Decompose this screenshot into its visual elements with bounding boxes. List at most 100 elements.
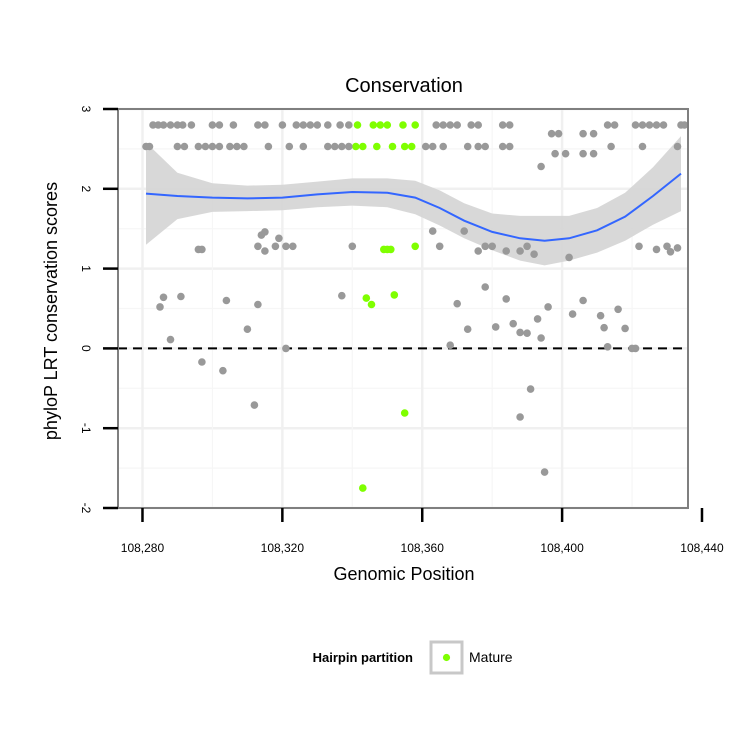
data-point-other bbox=[254, 121, 262, 129]
data-point-other bbox=[166, 121, 175, 129]
data-point-other bbox=[498, 142, 507, 151]
data-point-other bbox=[289, 242, 297, 251]
data-point-other bbox=[338, 291, 346, 300]
data-point-other bbox=[547, 129, 556, 138]
data-point-other bbox=[638, 121, 647, 129]
data-point-other bbox=[446, 341, 455, 350]
data-point-other bbox=[278, 121, 287, 129]
data-point-other bbox=[250, 401, 259, 409]
data-point-mature bbox=[388, 142, 397, 151]
data-point-other bbox=[159, 121, 168, 129]
data-point-other bbox=[523, 329, 531, 338]
data-point-other bbox=[631, 121, 640, 129]
data-point-other bbox=[502, 295, 511, 303]
data-point-mature bbox=[400, 409, 409, 417]
data-point-other bbox=[673, 244, 682, 252]
y-tick-label: 3 bbox=[79, 106, 93, 113]
data-point-other bbox=[331, 142, 339, 151]
data-point-other bbox=[498, 121, 507, 129]
data-point-other bbox=[516, 413, 524, 421]
data-point-other bbox=[432, 121, 441, 129]
data-point-other bbox=[502, 247, 511, 255]
data-point-other bbox=[603, 121, 612, 129]
data-point-other bbox=[201, 142, 210, 151]
data-point-other bbox=[523, 242, 531, 251]
data-point-other bbox=[579, 129, 587, 138]
data-point-other bbox=[254, 300, 262, 309]
data-point-other bbox=[474, 142, 483, 151]
data-point-other bbox=[673, 142, 682, 151]
smooth-trend-line bbox=[145, 172, 682, 242]
data-point-other bbox=[421, 142, 430, 151]
data-point-other bbox=[561, 149, 570, 158]
data-point-other bbox=[156, 303, 164, 311]
data-point-mature bbox=[352, 142, 360, 151]
data-point-other bbox=[663, 242, 671, 251]
data-point-other bbox=[600, 323, 608, 332]
data-point-other bbox=[621, 324, 629, 333]
data-point-other bbox=[336, 121, 344, 129]
data-point-other bbox=[159, 293, 168, 302]
data-point-other bbox=[338, 142, 346, 151]
data-point-mature bbox=[359, 142, 367, 151]
data-point-other bbox=[463, 325, 472, 334]
data-point-mature bbox=[369, 121, 378, 129]
y-tick-label: 2 bbox=[79, 185, 93, 192]
data-point-other bbox=[292, 121, 301, 129]
data-point-other bbox=[215, 142, 224, 151]
data-point-other bbox=[516, 328, 524, 337]
data-point-mature bbox=[383, 121, 392, 129]
legend-key-mature bbox=[442, 653, 451, 662]
data-point-other bbox=[428, 142, 437, 151]
data-point-other bbox=[215, 121, 224, 129]
data-point-other bbox=[428, 227, 437, 235]
data-point-mature bbox=[387, 245, 395, 254]
data-point-other bbox=[474, 247, 483, 255]
data-point-other bbox=[198, 245, 206, 254]
data-point-other bbox=[614, 305, 622, 314]
data-point-other bbox=[261, 121, 269, 129]
y-tick-label: 0 bbox=[79, 345, 93, 352]
data-point-other bbox=[680, 121, 689, 129]
data-point-mature bbox=[399, 121, 407, 129]
data-point-mature bbox=[359, 484, 367, 492]
data-point-other bbox=[313, 121, 322, 129]
y-tick-label: -1 bbox=[79, 423, 93, 434]
panel-border bbox=[117, 108, 689, 509]
data-point-mature bbox=[353, 121, 362, 129]
data-point-other bbox=[631, 344, 640, 353]
data-point-mature bbox=[367, 300, 376, 309]
data-point-mature bbox=[400, 142, 409, 151]
data-point-other bbox=[481, 283, 490, 291]
data-point-other bbox=[299, 121, 308, 129]
data-point-other bbox=[180, 142, 189, 151]
legend: Hairpin partition Mature bbox=[313, 640, 513, 675]
data-point-other bbox=[589, 129, 598, 138]
data-point-other bbox=[348, 242, 357, 251]
data-point-other bbox=[306, 121, 315, 129]
data-point-other bbox=[222, 296, 231, 305]
data-point-other bbox=[435, 242, 444, 251]
data-point-other bbox=[568, 310, 577, 318]
data-point-other bbox=[439, 121, 448, 129]
data-point-mature bbox=[376, 121, 385, 129]
data-point-other bbox=[537, 334, 545, 342]
data-point-other bbox=[261, 247, 269, 255]
data-point-mature bbox=[373, 142, 381, 151]
data-point-other bbox=[652, 121, 661, 129]
data-point-other bbox=[666, 248, 675, 256]
data-point-other bbox=[554, 129, 563, 138]
data-point-other bbox=[154, 121, 162, 129]
data-point-other bbox=[607, 142, 615, 151]
data-point-other bbox=[275, 234, 283, 243]
confidence-ribbon bbox=[146, 136, 681, 266]
data-point-other bbox=[544, 303, 552, 311]
data-point-other bbox=[596, 311, 605, 320]
data-point-other bbox=[446, 121, 455, 129]
data-point-other bbox=[240, 142, 248, 151]
data-point-other bbox=[565, 253, 573, 262]
chart-title: Conservation bbox=[345, 75, 463, 97]
data-point-other bbox=[229, 121, 238, 129]
data-point-other bbox=[453, 121, 462, 129]
x-tick-label: 108,400 bbox=[540, 541, 584, 555]
